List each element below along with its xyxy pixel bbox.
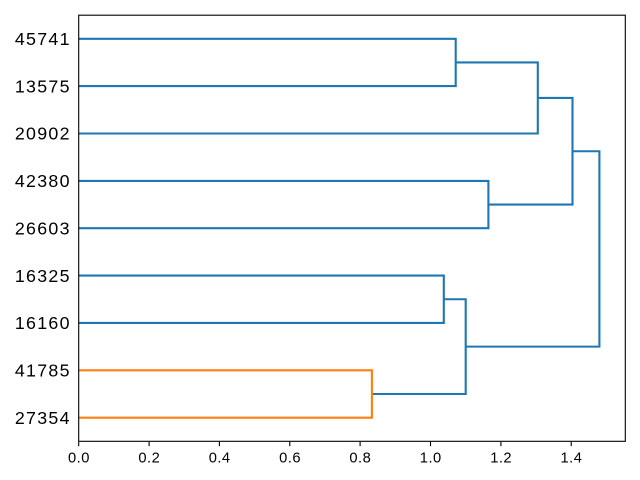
svg-text:0.2: 0.2 <box>138 450 160 466</box>
svg-text:0.8: 0.8 <box>349 450 371 466</box>
svg-text:26603: 26603 <box>15 218 71 238</box>
svg-text:1.2: 1.2 <box>490 450 512 466</box>
svg-text:41785: 41785 <box>15 361 71 381</box>
svg-text:16160: 16160 <box>15 313 71 333</box>
svg-text:0.0: 0.0 <box>68 450 90 466</box>
svg-text:1.4: 1.4 <box>560 450 582 466</box>
svg-text:0.6: 0.6 <box>279 450 301 466</box>
svg-text:42380: 42380 <box>15 171 71 191</box>
svg-text:0.4: 0.4 <box>209 450 231 466</box>
svg-text:1.0: 1.0 <box>420 450 442 466</box>
svg-text:16325: 16325 <box>15 266 71 286</box>
svg-text:27354: 27354 <box>15 408 71 428</box>
svg-text:13575: 13575 <box>15 76 71 96</box>
svg-text:45741: 45741 <box>15 29 71 49</box>
svg-text:20902: 20902 <box>15 124 71 144</box>
